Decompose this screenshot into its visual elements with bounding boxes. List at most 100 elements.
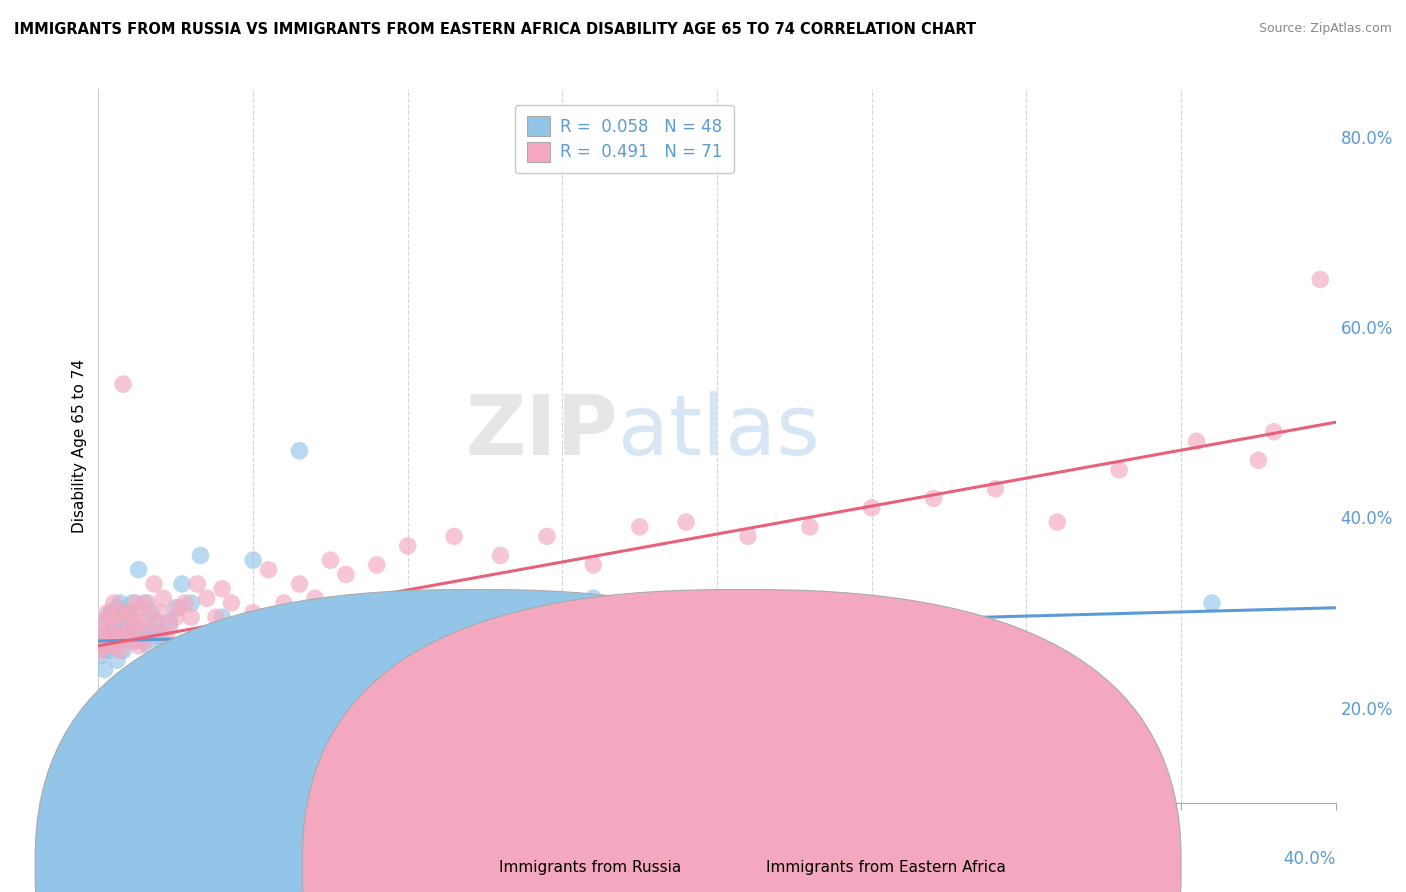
Point <box>582 591 605 606</box>
Point <box>115 610 138 624</box>
Point <box>115 624 138 639</box>
Point <box>860 724 883 739</box>
Text: Source: ZipAtlas.com: Source: ZipAtlas.com <box>1258 22 1392 36</box>
Point <box>97 624 120 639</box>
Point <box>103 615 125 629</box>
Point <box>103 624 125 639</box>
Point <box>105 629 128 643</box>
Point <box>103 634 125 648</box>
Point <box>108 606 131 620</box>
Point <box>860 500 883 515</box>
Legend: R =  0.058   N = 48, R =  0.491   N = 71: R = 0.058 N = 48, R = 0.491 N = 71 <box>515 104 734 173</box>
Point <box>536 529 558 543</box>
Point <box>112 377 135 392</box>
Point <box>128 615 150 629</box>
Point <box>93 663 115 677</box>
Point <box>304 591 326 606</box>
Point <box>136 639 159 653</box>
Point <box>118 610 141 624</box>
Point <box>737 529 759 543</box>
Point <box>211 582 233 596</box>
Point <box>100 610 122 624</box>
Point <box>134 610 156 624</box>
Point <box>242 553 264 567</box>
Point <box>121 634 143 648</box>
Point <box>121 596 143 610</box>
Text: ZIP: ZIP <box>465 392 619 472</box>
Point <box>1263 425 1285 439</box>
Text: IMMIGRANTS FROM RUSSIA VS IMMIGRANTS FROM EASTERN AFRICA DISABILITY AGE 65 TO 74: IMMIGRANTS FROM RUSSIA VS IMMIGRANTS FRO… <box>14 22 976 37</box>
Point <box>105 600 128 615</box>
Point <box>108 634 131 648</box>
Point <box>1108 463 1130 477</box>
Point <box>675 515 697 529</box>
Point <box>1185 434 1208 449</box>
Point <box>242 606 264 620</box>
Point <box>97 606 120 620</box>
Point <box>152 639 174 653</box>
Point <box>136 596 159 610</box>
Point <box>170 577 193 591</box>
Point <box>93 639 115 653</box>
Point <box>100 634 122 648</box>
Point <box>124 634 146 648</box>
Point <box>118 629 141 643</box>
Point <box>115 606 138 620</box>
Point <box>149 606 172 620</box>
Text: Immigrants from Eastern Africa: Immigrants from Eastern Africa <box>766 860 1007 874</box>
Point <box>167 600 190 615</box>
Point <box>628 520 651 534</box>
Point <box>335 567 357 582</box>
Point <box>221 596 243 610</box>
Point <box>105 653 128 667</box>
Point <box>108 596 131 610</box>
Point <box>134 634 156 648</box>
Point <box>128 639 150 653</box>
Point <box>489 549 512 563</box>
Point <box>131 600 153 615</box>
Point <box>146 624 169 639</box>
Point <box>165 610 187 624</box>
Point <box>143 615 166 629</box>
Point <box>190 549 212 563</box>
Point <box>366 596 388 610</box>
Point <box>90 634 112 648</box>
Point <box>799 520 821 534</box>
Point <box>180 610 202 624</box>
Point <box>180 596 202 610</box>
Point <box>146 615 169 629</box>
Point <box>229 620 252 634</box>
Point <box>124 620 146 634</box>
Point <box>108 643 131 657</box>
Point <box>319 553 342 567</box>
Point <box>128 563 150 577</box>
Point <box>1309 272 1331 286</box>
Point <box>134 596 156 610</box>
Point <box>143 577 166 591</box>
Text: Immigrants from Russia: Immigrants from Russia <box>499 860 682 874</box>
Point <box>582 558 605 572</box>
Point <box>97 643 120 657</box>
Point <box>90 648 112 663</box>
Point <box>288 577 311 591</box>
Point <box>103 639 125 653</box>
Point <box>93 620 115 634</box>
Point <box>257 563 280 577</box>
Point <box>124 596 146 610</box>
Text: 0.0%: 0.0% <box>98 850 141 869</box>
Point <box>93 615 115 629</box>
Point <box>118 624 141 639</box>
Point <box>112 643 135 657</box>
Point <box>706 648 728 663</box>
Point <box>112 620 135 634</box>
Point <box>984 482 1007 496</box>
Point <box>159 620 181 634</box>
Point <box>205 610 228 624</box>
Point <box>105 620 128 634</box>
Point <box>366 558 388 572</box>
Y-axis label: Disability Age 65 to 74: Disability Age 65 to 74 <box>72 359 87 533</box>
Point <box>112 629 135 643</box>
Point <box>211 610 233 624</box>
Point <box>159 615 181 629</box>
Point <box>90 643 112 657</box>
